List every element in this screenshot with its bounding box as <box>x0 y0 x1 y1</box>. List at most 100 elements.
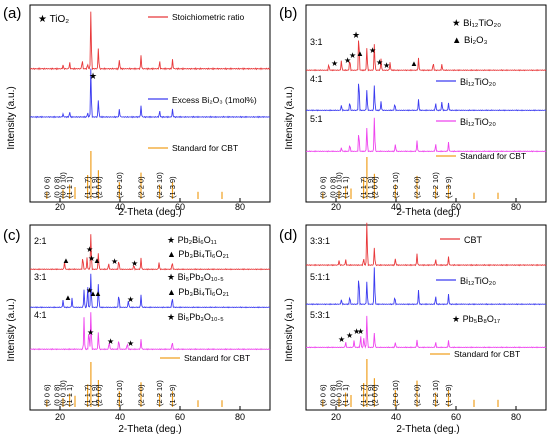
panel-d-markers: ★ ★ ★ ★ <box>338 327 364 344</box>
panel-b-legend-label: Standard for CBT <box>460 151 526 161</box>
panel-b-xtick-label: 20 <box>331 202 341 212</box>
hkl-label: (0 0 6) <box>318 176 327 198</box>
pb5b8o17-peak-marker: ★ <box>353 327 360 336</box>
panel-c-row-label: 2:1 <box>34 236 47 246</box>
panel-a: (a) Intensity (a.u.) 2-Theta (deg.) 20 4… <box>3 4 271 218</box>
bi12tio20-peak-marker: ★ <box>344 56 351 65</box>
panel-b: (b) Intensity (a.u.) 2-Theta (deg.) 20 4… <box>279 4 547 218</box>
panel-c-row-label: 4:1 <box>34 310 47 320</box>
panel-b-x-axis: 20 40 60 80 <box>331 198 521 212</box>
panel-d-legend-label: Bi₁₂TiO₂₀ <box>460 276 496 286</box>
hkl-label: (0 0 10) <box>59 380 68 406</box>
hkl-label: (0 0 6) <box>42 176 51 198</box>
panel-d-row-label: 5:3:1 <box>310 310 330 320</box>
panel-c-ylabel: Intensity (a.u.) <box>6 298 17 361</box>
panel-a-xtick-label: 80 <box>235 202 245 212</box>
panel-a-markers: ★ <box>89 71 97 81</box>
pb3bi4ti6o21-peak-marker: ▲ <box>93 256 101 265</box>
hkl-label: (1 1 1) <box>341 176 350 198</box>
panel-c-note: ★ Bi₅Pb₃O₁₀.₅ <box>167 272 224 282</box>
hkl-label: (1 1 9) <box>366 384 375 406</box>
hkl-label: (2 2 0) <box>137 176 146 198</box>
hkl-label: (1 1 7) <box>83 176 92 198</box>
bi12tio20-peak-marker: ★ <box>331 59 338 68</box>
panel-a-xlabel: 2-Theta (deg.) <box>118 207 181 218</box>
bi2o3-peak-marker: ▲ <box>356 49 364 58</box>
panel-c-label: (c) <box>3 227 21 244</box>
hkl-label: (0 0 6) <box>42 384 51 406</box>
panel-c-xtick-label: 20 <box>55 412 65 422</box>
panel-b-ylabel: Intensity (a.u.) <box>284 86 295 149</box>
panel-b-xlabel: 2-Theta (deg.) <box>396 207 459 218</box>
panel-d-frame <box>305 224 547 411</box>
pb3bi4ti6o21-peak-marker: ▲ <box>89 289 97 298</box>
bi12tio20-peak-marker: ★ <box>376 58 383 67</box>
panel-d-xtick-label: 40 <box>391 412 401 422</box>
panel-a-legend-label: Stoichiometric ratio <box>172 12 245 22</box>
hkl-label: (2 2 10) <box>155 172 164 198</box>
panel-b-legend-label: Bi₁₂TiO₂₀ <box>460 77 496 87</box>
panel-a-label: (a) <box>3 5 21 22</box>
panel-c-note: ▲ Pb₃Bi₄Ti₆O₂₁ <box>167 249 229 259</box>
panel-c-markers: ▲ ★ ★ ▲ ★ ★ ▲ ★ ▲ ▲ ★ ★ ★ ★ <box>62 245 138 348</box>
hkl-label: (0 0 10) <box>335 172 344 198</box>
hkl-label: (1 1 9) <box>366 176 375 198</box>
bi2o3-peak-marker: ▲ <box>410 59 418 68</box>
panel-b-series-group <box>305 40 547 199</box>
hkl-label: (2 2 0) <box>413 176 422 198</box>
hkl-label: (0 0 8) <box>53 176 62 198</box>
panel-b-note: ▲ Bi₂O₃ <box>452 35 488 46</box>
hkl-label: (2 0 10) <box>391 172 400 198</box>
hkl-label: (0 0 8) <box>329 384 338 406</box>
xrd-series-line <box>30 312 271 351</box>
hkl-label: (2 2 10) <box>431 380 440 406</box>
panel-a-legend-label: Standard for CBT <box>172 143 238 153</box>
pb2bi6o11-peak-marker: ★ <box>88 254 95 263</box>
hkl-label: (2 0 0) <box>371 176 380 198</box>
panel-b-hkl-labels: (0 0 6) (0 0 8)(0 0 10)(1 1 1) (1 1 7)(1 1… <box>318 172 453 198</box>
panel-a-note: ★ TiO₂ <box>38 14 69 25</box>
hkl-label: (2 0 10) <box>391 380 400 406</box>
panel-b-label: (b) <box>279 5 297 22</box>
panel-b-markers: ★ ★ ★ ★ ★ ★ ★ ▲ ▲ <box>331 30 418 70</box>
panel-d-label: (d) <box>279 227 297 244</box>
hkl-label: (0 0 6) <box>318 384 327 406</box>
panel-d-xtick-label: 80 <box>511 412 521 422</box>
hkl-label: (1 1 9) <box>90 176 99 198</box>
panel-d-xtick-label: 20 <box>331 412 341 422</box>
bi5pb3o105-peak-marker: ★ <box>87 328 94 337</box>
pb3bi4ti6o21-peak-marker: ★ <box>131 259 138 268</box>
bi5pb3o105-peak-marker: ★ <box>127 339 134 348</box>
panel-d: (d) Intensity (a.u.) 2-Theta (deg.) 20 4… <box>279 222 547 435</box>
hkl-label: (2 0 0) <box>371 384 380 406</box>
panel-c: (c) Intensity (a.u.) 2-Theta (deg.) 20 4… <box>3 224 271 435</box>
hkl-label: (1 1 1) <box>65 384 74 406</box>
panel-b-note: ★ Bi₁₂TiO₂₀ <box>452 18 501 29</box>
xrd-series-line <box>306 315 547 349</box>
panel-a-hkl-labels: (0 0 6) (0 0 8)(0 0 10)(1 1 1) (1 1 7)(1 1… <box>42 172 177 198</box>
panel-d-xlabel: 2-Theta (deg.) <box>396 424 459 435</box>
hkl-label: (2 2 10) <box>431 172 440 198</box>
tio2-peak-marker: ★ <box>89 71 97 81</box>
xrd-series-line <box>29 11 271 71</box>
hkl-label: (1 1 1) <box>341 384 350 406</box>
hkl-label: (1 1 9) <box>90 384 99 406</box>
hkl-label: (0 0 8) <box>329 176 338 198</box>
bi12tio20-peak-marker: ★ <box>352 30 360 40</box>
panel-c-note: ▲ Pb₃Bi₄Ti₆O₂₁ <box>167 287 229 297</box>
hkl-label: (1 1 7) <box>83 384 92 406</box>
pb5b8o17-peak-marker: ★ <box>338 335 345 344</box>
panel-b-row-label: 3:1 <box>310 37 323 47</box>
hkl-label: (2 2 10) <box>155 380 164 406</box>
hkl-label: (1 3 9) <box>444 176 453 198</box>
panel-c-xtick-label: 80 <box>235 412 245 422</box>
panel-d-xtick-label: 60 <box>451 412 461 422</box>
pb2bi6o11-peak-marker: ★ <box>111 257 118 266</box>
xrd-series-line <box>306 267 547 306</box>
panel-b-frame <box>305 4 547 203</box>
pb2bi6o11-peak-marker: ★ <box>86 245 93 254</box>
panel-a-xtick-label: 60 <box>175 202 185 212</box>
panel-a-ylabel: Intensity (a.u.) <box>6 86 17 149</box>
bi12tio20-peak-marker: ★ <box>383 61 390 70</box>
panel-a-xtick-label: 40 <box>115 202 125 212</box>
